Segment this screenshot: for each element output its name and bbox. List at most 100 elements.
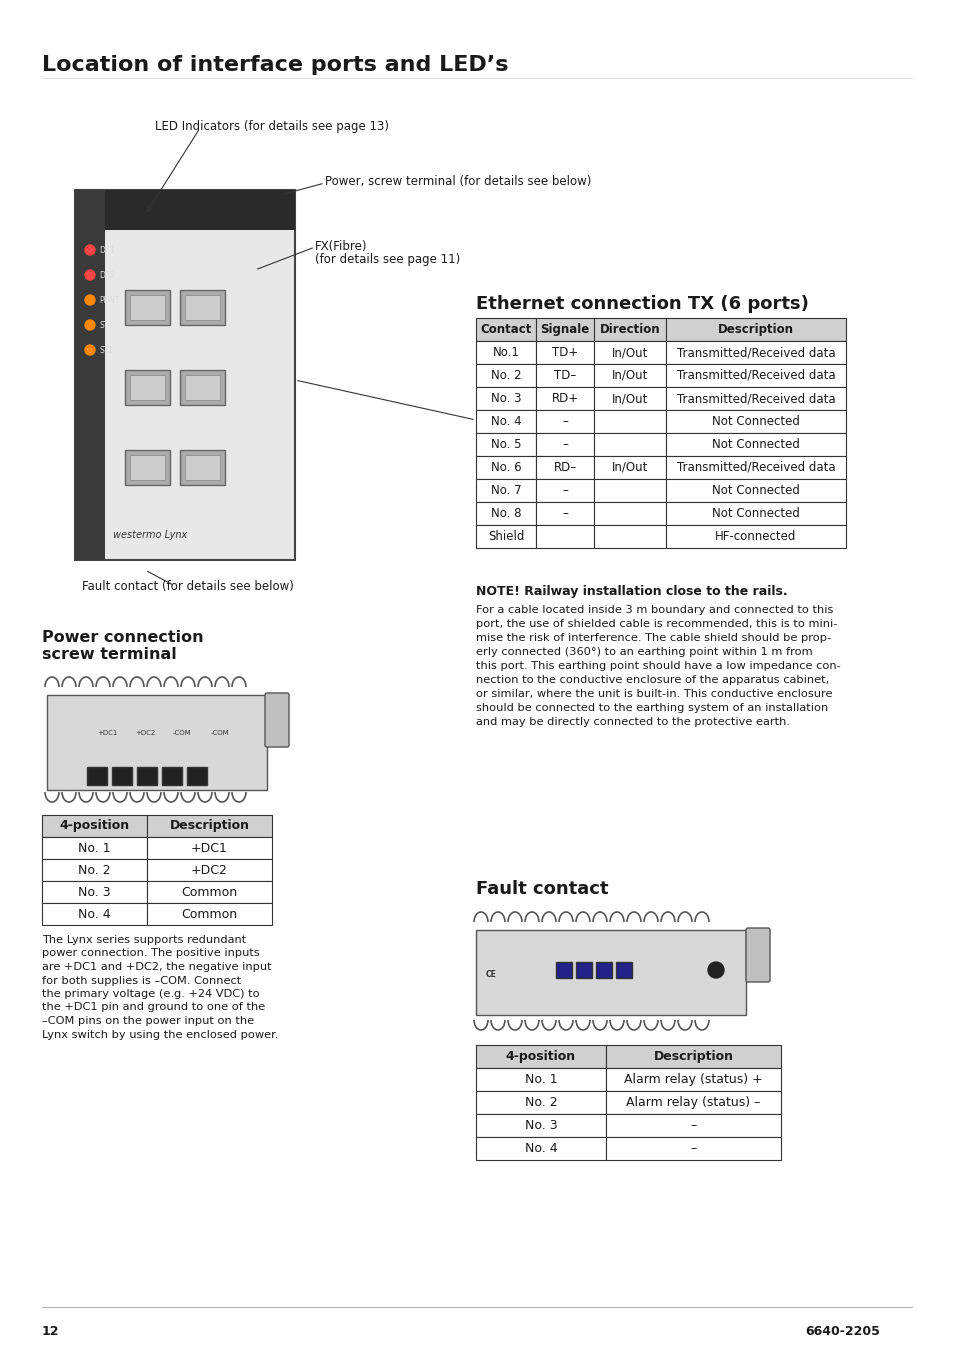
Text: No. 6: No. 6 — [490, 460, 520, 474]
Text: LED Indicators (for details see page 13): LED Indicators (for details see page 13) — [154, 121, 389, 133]
Text: –: – — [561, 437, 567, 451]
Bar — [125, 370, 170, 405]
Text: Transmitted/Received data: Transmitted/Received data — [676, 393, 835, 405]
Text: power connection. The positive inputs: power connection. The positive inputs — [42, 949, 259, 959]
Bar — [476, 502, 536, 525]
Text: and may be directly connected to the protective earth.: and may be directly connected to the pro… — [476, 718, 789, 727]
Text: nection to the conductive enclosure of the apparatus cabinet,: nection to the conductive enclosure of t… — [476, 676, 828, 685]
Text: Direction: Direction — [599, 324, 659, 336]
Text: erly connected (360°) to an earthing point within 1 m from: erly connected (360°) to an earthing poi… — [476, 647, 812, 657]
Bar — [476, 1091, 605, 1114]
Text: Transmitted/Received data: Transmitted/Received data — [676, 370, 835, 382]
Text: In/Out: In/Out — [611, 370, 647, 382]
Text: (for details see page 11): (for details see page 11) — [314, 253, 459, 265]
Bar — [476, 456, 536, 479]
Bar — [536, 318, 594, 341]
Text: Power connection: Power connection — [42, 630, 203, 645]
Bar — [130, 455, 165, 481]
Bar — [185, 295, 220, 320]
Text: Description: Description — [170, 819, 250, 833]
Bar — [665, 387, 845, 410]
Bar — [576, 961, 592, 978]
Text: No. 8: No. 8 — [490, 506, 520, 520]
Text: RD–: RD– — [553, 460, 576, 474]
Text: In/Out: In/Out — [611, 460, 647, 474]
Text: –: – — [561, 506, 567, 520]
Text: this port. This earthing point should have a low impedance con-: this port. This earthing point should ha… — [476, 661, 840, 672]
Text: –: – — [561, 414, 567, 428]
Text: No. 2: No. 2 — [490, 370, 520, 382]
FancyBboxPatch shape — [745, 927, 769, 982]
Bar — [536, 410, 594, 433]
Text: 4-position: 4-position — [59, 819, 130, 833]
Bar — [665, 479, 845, 502]
Circle shape — [707, 961, 723, 978]
Text: No.1: No.1 — [492, 347, 518, 359]
Text: –: – — [690, 1141, 696, 1155]
Text: ST1: ST1 — [99, 321, 113, 330]
Text: DC1: DC1 — [99, 246, 114, 255]
Bar — [476, 433, 536, 456]
Bar — [536, 433, 594, 456]
Bar — [185, 375, 220, 399]
Bar — [476, 1068, 605, 1091]
Bar — [594, 433, 665, 456]
Text: 4-position: 4-position — [505, 1049, 576, 1063]
Bar — [616, 961, 631, 978]
Text: No. 4: No. 4 — [78, 907, 111, 921]
Bar — [536, 456, 594, 479]
Text: Transmitted/Received data: Transmitted/Received data — [676, 460, 835, 474]
Bar — [476, 318, 536, 341]
Text: NOTE! Railway installation close to the rails.: NOTE! Railway installation close to the … — [476, 585, 787, 598]
Text: The Lynx series supports redundant: The Lynx series supports redundant — [42, 936, 246, 945]
Bar — [476, 387, 536, 410]
Bar — [594, 318, 665, 341]
Bar — [147, 858, 272, 881]
Text: Common: Common — [181, 907, 237, 921]
Text: 6640-2205: 6640-2205 — [804, 1326, 879, 1338]
Bar — [536, 502, 594, 525]
Text: 12: 12 — [42, 1326, 59, 1338]
Text: Alarm relay (status) –: Alarm relay (status) – — [626, 1095, 760, 1109]
Text: Not Connected: Not Connected — [711, 483, 800, 497]
Text: Alarm relay (status) +: Alarm relay (status) + — [623, 1072, 762, 1086]
Bar — [137, 766, 157, 785]
Text: Not Connected: Not Connected — [711, 506, 800, 520]
Bar — [556, 961, 572, 978]
Text: mise the risk of interference. The cable shield should be prop-: mise the risk of interference. The cable… — [476, 634, 830, 643]
Bar — [125, 450, 170, 485]
Bar — [594, 525, 665, 548]
Circle shape — [85, 245, 95, 255]
Text: HF-connected: HF-connected — [715, 529, 796, 543]
Text: Fault contact (for details see below): Fault contact (for details see below) — [82, 580, 294, 593]
Circle shape — [85, 345, 95, 355]
Bar — [476, 410, 536, 433]
Text: No. 5: No. 5 — [490, 437, 520, 451]
Text: should be connected to the earthing system of an installation: should be connected to the earthing syst… — [476, 703, 827, 714]
Bar — [47, 695, 267, 789]
Text: No. 3: No. 3 — [524, 1118, 557, 1132]
Bar — [594, 410, 665, 433]
Text: Ethernet connection TX (6 ports): Ethernet connection TX (6 ports) — [476, 295, 808, 313]
Bar — [147, 837, 272, 858]
Text: PRNT: PRNT — [99, 297, 119, 305]
Bar — [594, 502, 665, 525]
Bar — [180, 370, 225, 405]
Bar — [665, 525, 845, 548]
Text: TD+: TD+ — [551, 347, 578, 359]
Bar — [536, 525, 594, 548]
Bar — [180, 290, 225, 325]
Bar — [476, 525, 536, 548]
Text: are +DC1 and +DC2, the negative input: are +DC1 and +DC2, the negative input — [42, 961, 272, 972]
Text: No. 4: No. 4 — [490, 414, 520, 428]
Text: Shield: Shield — [487, 529, 523, 543]
Bar — [594, 479, 665, 502]
Text: DC2: DC2 — [99, 271, 114, 280]
Text: +DC1: +DC1 — [191, 841, 228, 854]
Bar — [536, 387, 594, 410]
Text: No. 2: No. 2 — [524, 1095, 557, 1109]
Bar — [536, 364, 594, 387]
Text: RD+: RD+ — [551, 393, 578, 405]
Text: port, the use of shielded cable is recommended, this is to mini-: port, the use of shielded cable is recom… — [476, 619, 837, 630]
Bar — [594, 364, 665, 387]
